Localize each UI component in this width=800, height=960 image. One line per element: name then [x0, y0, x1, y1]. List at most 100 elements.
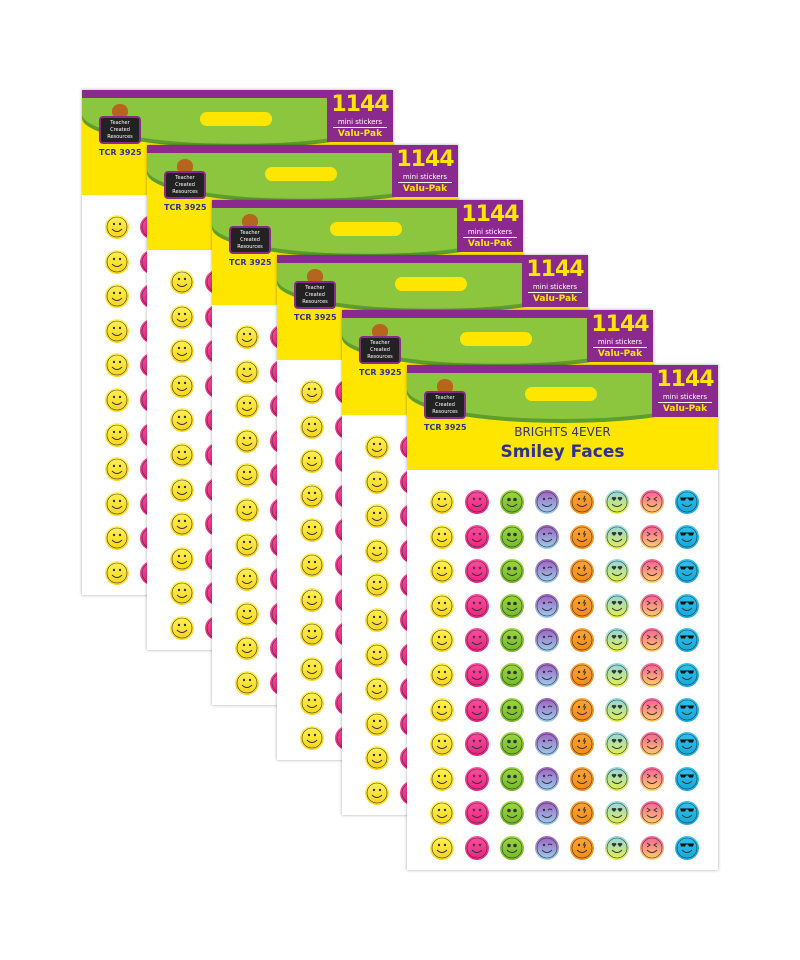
smiley-sticker-smile [299, 587, 334, 622]
smiley-sticker-bolt [569, 766, 604, 801]
count-badge: 1144 mini stickers Valu-Pak [652, 365, 718, 417]
smiley-sticker-hearts [604, 593, 639, 628]
smiley-sticker-smile [234, 635, 269, 670]
smiley-sticker-dots [499, 558, 534, 593]
smiley-sticker-smile [364, 780, 399, 815]
smiley-sticker-stars [464, 489, 499, 524]
smiley-sticker-smile [104, 318, 139, 353]
smiley-sticker-shades [674, 766, 709, 801]
smiley-sticker-dots [499, 593, 534, 628]
smiley-sticker-smile [299, 414, 334, 449]
smiley-sticker-smile [364, 503, 399, 538]
smiley-sticker-dots [499, 627, 534, 662]
smiley-sticker-shades [674, 800, 709, 835]
smiley-sticker-stars [464, 627, 499, 662]
smiley-sticker-smile [104, 456, 139, 491]
brand-line: Resources [237, 244, 263, 250]
smiley-sticker-shades [674, 731, 709, 766]
smiley-sticker-smile [104, 387, 139, 422]
smiley-sticker-stars [464, 524, 499, 559]
smiley-sticker-smile [234, 359, 269, 394]
smiley-sticker-dots [499, 524, 534, 559]
smiley-sticker-smile [429, 593, 464, 628]
hang-hole [200, 112, 272, 126]
series-name: BRIGHTS 4EVER [514, 425, 611, 439]
smiley-sticker-hearts [604, 766, 639, 801]
brand-box: Teacher Created Resources [359, 336, 401, 364]
smiley-sticker-smile [429, 731, 464, 766]
smiley-sticker-stars [464, 697, 499, 732]
smiley-sticker-smile [169, 477, 204, 512]
brand-box: Teacher Created Resources [229, 226, 271, 254]
smiley-sticker-smile [429, 800, 464, 835]
count-label: mini stickers [333, 117, 387, 128]
smiley-sticker-shades [674, 835, 709, 870]
smiley-sticker-smile [364, 538, 399, 573]
brand-line: Created [240, 237, 260, 243]
smiley-sticker-smile [364, 745, 399, 780]
pack-type: Valu-Pak [337, 129, 383, 139]
hang-hole [460, 332, 532, 346]
count-badge: 1144 mini stickers Valu-Pak [327, 90, 393, 142]
smiley-sticker-bolt [569, 558, 604, 593]
product-code: TCR 3925 [164, 203, 207, 212]
brand-line: Teacher [110, 120, 130, 126]
smiley-sticker-wink [534, 524, 569, 559]
smiley-sticker-dots [499, 489, 534, 524]
smiley-sticker-wink [534, 800, 569, 835]
smiley-sticker-wink [534, 489, 569, 524]
smiley-sticker-smile [299, 483, 334, 518]
smiley-sticker-bolt [569, 627, 604, 662]
smiley-sticker-stars [464, 835, 499, 870]
brand-logo: Teacher Created Resources [294, 269, 336, 311]
smiley-sticker-bolt [569, 835, 604, 870]
header-strip [277, 255, 588, 263]
smiley-sticker-squint [639, 800, 674, 835]
brand-line: Resources [302, 299, 328, 305]
smiley-sticker-smile [429, 697, 464, 732]
brand-box: Teacher Created Resources [164, 171, 206, 199]
smiley-sticker-shades [674, 489, 709, 524]
smiley-sticker-smile [169, 442, 204, 477]
smiley-sticker-stars [464, 662, 499, 697]
smiley-sticker-shades [674, 662, 709, 697]
brand-line: Resources [172, 189, 198, 195]
pack-type: Valu-Pak [402, 184, 448, 194]
smiley-sticker-smile [299, 656, 334, 691]
smiley-sticker-shades [674, 593, 709, 628]
smiley-sticker-shades [674, 697, 709, 732]
count-label: mini stickers [463, 227, 517, 238]
brand-line: Resources [367, 354, 393, 360]
brand-logo: Teacher Created Resources [164, 159, 206, 201]
header-strip [342, 310, 653, 318]
smiley-sticker-squint [639, 731, 674, 766]
brand-line: Teacher [305, 285, 325, 291]
smiley-sticker-smile [429, 766, 464, 801]
hang-hole [330, 222, 402, 236]
smiley-sticker-smile [169, 373, 204, 408]
smiley-sticker-dots [499, 835, 534, 870]
smiley-sticker-smile [104, 422, 139, 457]
smiley-sticker-smile [364, 607, 399, 642]
smiley-sticker-bolt [569, 731, 604, 766]
count-badge: 1144 mini stickers Valu-Pak [392, 145, 458, 197]
smiley-sticker-squint [639, 697, 674, 732]
smiley-sticker-smile [234, 324, 269, 359]
count-badge: 1144 mini stickers Valu-Pak [522, 255, 588, 307]
count-label: mini stickers [398, 172, 452, 183]
bear-icon [372, 324, 388, 338]
smiley-sticker-smile [104, 560, 139, 595]
smiley-sticker-squint [639, 593, 674, 628]
smiley-sticker-smile [364, 676, 399, 711]
smiley-sticker-squint [639, 524, 674, 559]
brand-line: Created [110, 127, 130, 133]
product-code: TCR 3925 [359, 368, 402, 377]
brand-line: Teacher [435, 395, 455, 401]
brand-line: Teacher [240, 230, 260, 236]
smiley-sticker-smile [364, 642, 399, 677]
smiley-sticker-smile [234, 532, 269, 567]
smiley-sticker-stars [464, 593, 499, 628]
count-label: mini stickers [658, 392, 712, 403]
count-badge: 1144 mini stickers Valu-Pak [457, 200, 523, 252]
header-strip [407, 365, 718, 373]
